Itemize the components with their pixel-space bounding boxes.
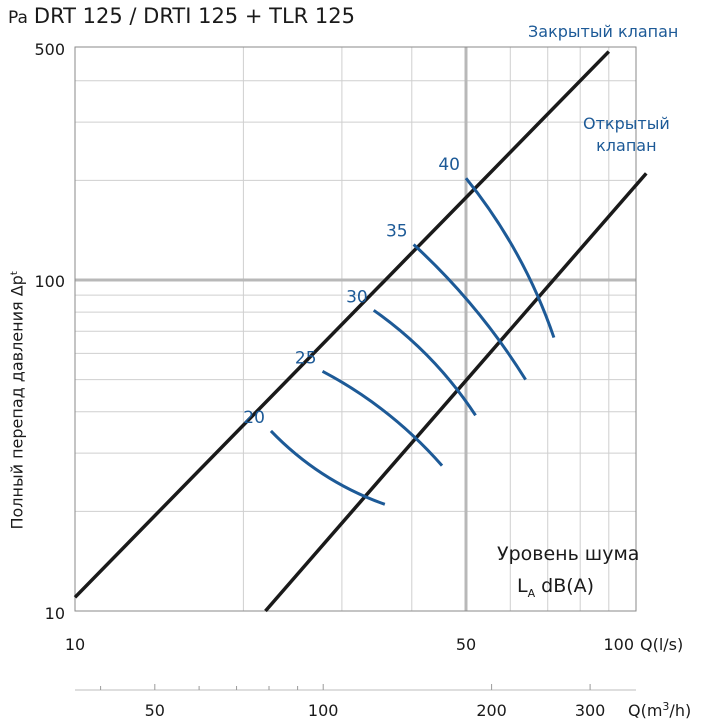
x-tick-100: 100 [603,635,634,654]
y-unit-label: Pa [8,8,28,28]
noise-level-legend-title: Уровень шума [497,543,640,565]
noise-label-30: 30 [346,287,368,307]
noise-curve-40 [464,177,556,339]
open-valve-label-line2: клапан [596,136,657,155]
legend-dba: dB(A) [535,575,595,597]
y-axis-label-text: Полный перепад давления Δpᵗ [7,270,27,530]
x-tick-50: 50 [456,635,476,654]
noise-curve-35 [412,243,527,381]
noise-curve-25 [321,369,444,467]
x2-tick-50: 50 [145,701,165,720]
open-valve-label: Открытый клапан [583,113,670,157]
chart-title-text: DRT 125 / DRTI 125 + TLR 125 [33,4,355,28]
x2-tick-100: 100 [308,701,339,720]
noise-label-35: 35 [386,222,408,242]
plot-frame [74,46,637,612]
noise-label-20: 20 [243,408,265,428]
x-tick-10: 10 [65,635,85,654]
noise-label-40: 40 [438,155,460,175]
noise-curve-20 [269,429,386,506]
noise-level-legend-unit: LA dB(A) [517,575,594,600]
x-axis-label-m3h: Q(m3/h) [628,700,691,720]
closed-valve-line [73,50,611,599]
x2-tick-300: 300 [575,701,606,720]
x2-tick-200: 200 [476,701,507,720]
noise-curve-30 [372,309,477,417]
x-axis-label-ls: Q(l/s) [640,635,683,654]
chart-title: Pa DRT 125 / DRTI 125 + TLR 125 [8,4,355,28]
legend-sub-a: A [527,586,536,600]
open-valve-line [264,172,648,613]
y-tick-500: 500 [34,40,65,59]
open-valve-label-line1: Открытый [583,114,670,133]
y-tick-10: 10 [45,604,65,623]
noise-label-25: 25 [295,348,317,368]
y-tick-100: 100 [34,272,65,291]
closed-valve-label: Закрытый клапан [528,22,679,41]
legend-l: L [517,575,528,597]
